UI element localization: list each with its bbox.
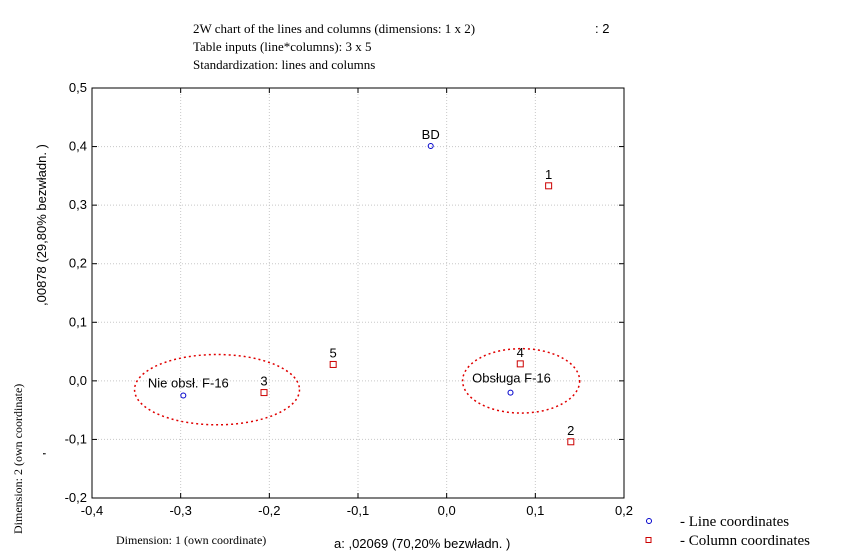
- x-tick-label: 0,0: [438, 503, 456, 518]
- group-ellipse: [461, 347, 581, 414]
- x-tick-label: -0,1: [347, 503, 369, 518]
- y-axis-label-fragment: ,00878 (29,80% bezwładn. ): [34, 144, 49, 306]
- column-point-marker: [545, 182, 553, 190]
- legend-square-marker: [645, 537, 652, 543]
- title-box: [178, 10, 593, 82]
- row-point-marker: [507, 389, 514, 396]
- point-label: Obsługa F-16: [472, 371, 551, 386]
- legend-line-coordinates: - Line coordinates: [680, 514, 789, 530]
- y-tick-label: 0,0: [69, 373, 87, 388]
- y-tick-label: -0,1: [65, 431, 87, 446]
- row-point-marker: [427, 142, 434, 149]
- point-label: 1: [545, 167, 552, 182]
- y-tick-label: 0,5: [69, 80, 87, 95]
- x-tick-labels: -0,4 -0,3 -0,2 -0,1 0,0 0,1 0,2: [81, 503, 633, 518]
- x-tick-label: -0,3: [169, 503, 191, 518]
- point-label: 2: [567, 423, 574, 438]
- column-point-marker: [567, 438, 575, 446]
- point-label: 5: [330, 345, 337, 360]
- x-axis-label-box: [92, 525, 326, 550]
- x-tick-label: 0,1: [526, 503, 544, 518]
- point-labels: BD Nie obsł. F-16 Obsługa F-16 1 2 3 4 5: [148, 127, 575, 438]
- legend-column-coordinates: - Column coordinates: [680, 533, 810, 549]
- y-tick-label: 0,1: [69, 314, 87, 329]
- title-line-2: Table inputs (line*columns): 3 x 5: [193, 39, 372, 54]
- title-line-3: Standardization: lines and columns: [193, 57, 375, 72]
- column-point-marker: [260, 389, 268, 397]
- x-tick-label: 0,2: [615, 503, 633, 518]
- y-tick-labels: -0,2 -0,1 0,0 0,1 0,2 0,3 0,4 0,5: [65, 80, 87, 505]
- row-point-marker: [180, 392, 187, 399]
- axis-ticks: [91, 87, 625, 499]
- y-tick-label: 0,2: [69, 256, 87, 271]
- point-label: Nie obsł. F-16: [148, 376, 229, 391]
- title-line-1: 2W chart of the lines and columns (dimen…: [193, 21, 475, 36]
- grid-lines: [92, 88, 624, 498]
- point-label: 3: [260, 374, 267, 389]
- group-ellipse: [133, 353, 301, 426]
- y-tick-label: -0,2: [65, 490, 87, 505]
- x-axis-label-fragment: a: ,02069 (70,20% bezwładn. ): [334, 536, 510, 551]
- legend: - Line coordinates - Column coordinates: [645, 514, 810, 549]
- point-label: 4: [517, 345, 524, 360]
- data-points: [180, 142, 575, 446]
- annotation-ellipses: [133, 347, 581, 426]
- x-tick-label: -0,2: [258, 503, 280, 518]
- x-axis-label: Dimension: 1 (own coordinate): [116, 533, 266, 547]
- y-tick-label: 0,4: [69, 139, 87, 154]
- column-point-marker: [516, 360, 524, 368]
- x-tick-label: -0,4: [81, 503, 103, 518]
- y-axis-label-box: [6, 318, 30, 550]
- legend-circle-marker: [646, 518, 652, 524]
- y-axis-stray-mark: ': [40, 453, 55, 455]
- column-point-marker: [329, 360, 337, 368]
- title-fragment: : 2: [595, 21, 609, 36]
- point-label: BD: [422, 127, 440, 142]
- y-tick-label: 0,3: [69, 197, 87, 212]
- y-axis-label: Dimension: 2 (own coordinate): [11, 384, 25, 534]
